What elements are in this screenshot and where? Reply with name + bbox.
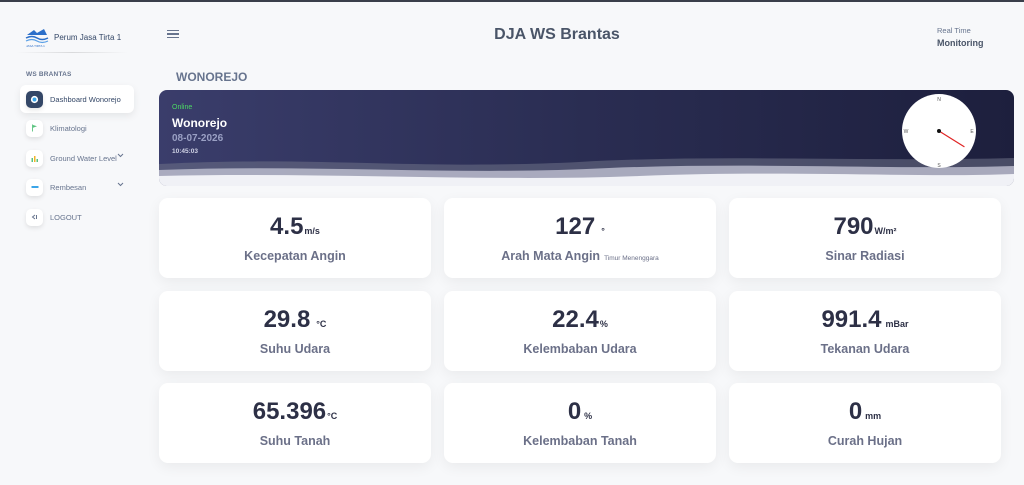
divider [16,52,128,53]
card-unit: °C [316,319,327,329]
card-label: Kelembaban Udara [523,342,637,356]
sidebar-item-klimatologi[interactable]: Klimatologi [20,114,134,142]
card-value: 127 [555,213,596,240]
card-label: Suhu Tanah [259,434,331,448]
card-kelembaban-tanah: 0% Kelembaban Tanah [444,383,716,463]
sidebar-item-label: Rembesan [50,182,87,192]
card-unit: ° [601,226,605,236]
chevron-down-icon[interactable] [117,153,124,158]
card-curah-hujan: 0 mm Curah Hujan [729,383,1001,463]
sidebar-item-rembesan[interactable]: Rembesan [20,173,134,201]
sidebar: JASA TIRTA 1 Perum Jasa Tirta 1 WS BRANT… [0,2,150,485]
card-label: Arah Mata Angin [501,249,601,263]
station-date: 08-07-2026 [172,133,224,144]
card-label: Kecepatan Angin [244,249,346,263]
card-suhu-udara: 29.8 °C Suhu Udara [159,291,431,371]
status-badge: Online [172,104,193,111]
compass-w: W [904,129,909,135]
card-label: Sinar Radiasi [825,249,905,263]
card-tekanan-udara: 991.4 mBar Tekanan Udara [729,291,1001,371]
section-label: WS BRANTAS [26,71,72,78]
card-value: 790 [833,213,874,240]
card-unit: % [599,319,608,329]
card-value: 22.4 [552,306,599,333]
card-label: Curah Hujan [827,434,903,448]
card-value: 0 [848,398,863,425]
card-sinar-radiasi: 790 W/m² Sinar Radiasi [729,198,1001,278]
card-label: Suhu Udara [259,342,331,356]
card-unit: °C [327,411,338,421]
page-header-title: DJA WS Brantas [494,26,620,43]
card-kecepatan-angin: 4.5 m/s Kecepatan Angin [159,198,431,278]
card-unit: mm [865,411,882,421]
wind-compass: N E S W [902,94,976,169]
card-value: 29.8 [263,306,311,333]
flag-icon [26,119,43,137]
brand[interactable]: JASA TIRTA 1 Perum Jasa Tirta 1 [24,22,128,52]
sidebar-item-logout[interactable]: LOGOUT [20,203,134,231]
sidebar-item-dashboard-wonorejo[interactable]: Dashboard Wonorejo [20,85,134,113]
compass-needle [938,130,965,148]
card-unit: m/s [304,226,320,236]
card-sublabel: Timur Menenggara [604,255,659,262]
card-unit: % [584,411,593,421]
brand-logo-text: JASA TIRTA 1 [26,44,45,48]
menu-toggle-icon[interactable] [167,30,179,40]
compass-s: S [937,163,941,169]
chevron-down-icon[interactable] [117,182,124,187]
sidebar-item-label: Ground Water Level [50,153,117,163]
globe-icon [26,90,43,108]
brand-name: Perum Jasa Tirta 1 [54,32,122,42]
card-arah-mata-angin: 127 ° Arah Mata Angin Timur Menenggara [444,198,716,278]
card-label: Tekanan Udara [820,342,910,356]
card-value: 4.5 [270,213,304,240]
bar-chart-icon [26,149,43,167]
card-value: 65.396 [252,398,327,425]
station-time: 10:45:03 [172,148,199,155]
realtime-value: Monitoring [937,38,984,48]
sidebar-item-label: LOGOUT [50,212,82,222]
card-kelembaban-udara: 22.4% Kelembaban Udara [444,291,716,371]
sidebar-item-label: Dashboard Wonorejo [50,94,121,104]
card-unit: mBar [885,319,909,329]
station-banner: Online Wonorejo 08-07-2026 10:45:03 N E … [159,90,1014,186]
card-suhu-tanah: 65.396 °C Suhu Tanah [159,383,431,463]
dash-icon [26,178,43,196]
card-value: 991.4 [821,306,882,333]
sidebar-item-ground-water-level[interactable]: Ground Water Level [20,144,134,172]
section-title: WONOREJO [176,70,248,84]
realtime-label: Real Time [937,26,971,35]
card-label: Kelembaban Tanah [523,434,637,448]
brand-logo-icon: JASA TIRTA 1 [25,29,49,48]
logout-icon [26,208,43,226]
sidebar-item-label: Klimatologi [50,123,87,133]
banner-wave [159,158,1014,186]
card-unit: W/m² [874,226,897,236]
station-name: Wonorejo [172,116,228,130]
card-value: 0 [567,398,582,425]
compass-e: E [970,129,974,135]
compass-center [937,129,941,133]
compass-n: N [937,97,941,103]
